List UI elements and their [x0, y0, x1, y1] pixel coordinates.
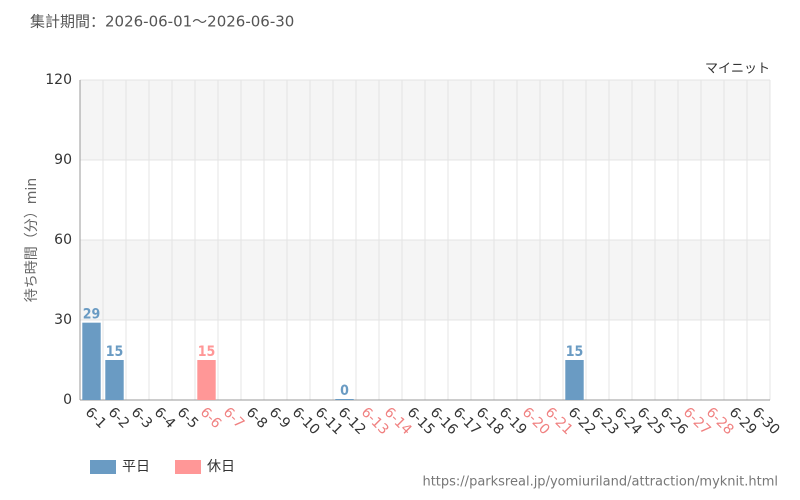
x-tick-label: 6-4: [151, 404, 179, 432]
chart-title: 集計期間：2026-06-01～2026-06-30: [30, 13, 294, 31]
y-tick-label: 120: [45, 72, 72, 88]
x-tick-label: 6-9: [266, 404, 293, 431]
data-label: 15: [198, 344, 216, 360]
legend-label: 休日: [207, 459, 235, 475]
x-tick-label: 6-1: [82, 404, 109, 431]
x-tick-label: 6-2: [105, 404, 132, 431]
y-tick-label: 0: [63, 392, 72, 408]
bar: [82, 322, 101, 400]
x-tick-label: 6-7: [220, 404, 247, 431]
legend-label: 平日: [122, 459, 150, 475]
y-tick-label: 30: [54, 312, 72, 328]
data-label: 0: [340, 383, 349, 399]
data-label: 15: [106, 344, 124, 360]
y-tick-label: 90: [54, 152, 72, 168]
legend-swatch: [90, 460, 116, 474]
bar: [197, 360, 216, 400]
bar: [105, 360, 124, 400]
y-tick-label: 60: [54, 232, 72, 248]
legend-swatch: [175, 460, 201, 474]
attraction-name: マイニット: [705, 62, 770, 77]
x-tick-label: 6-3: [128, 404, 155, 431]
bar: [565, 360, 584, 400]
y-axis-label: 待ち時間（分）min: [24, 178, 40, 302]
bar: [335, 399, 354, 400]
x-tick-label: 6-5: [174, 404, 201, 431]
x-tick-label: 6-8: [243, 404, 270, 431]
data-label: 29: [83, 307, 101, 323]
source-url: https://parksreal.jp/yomiuriland/attract…: [422, 475, 778, 490]
x-tick-label: 6-6: [197, 404, 225, 432]
data-label: 15: [566, 344, 584, 360]
